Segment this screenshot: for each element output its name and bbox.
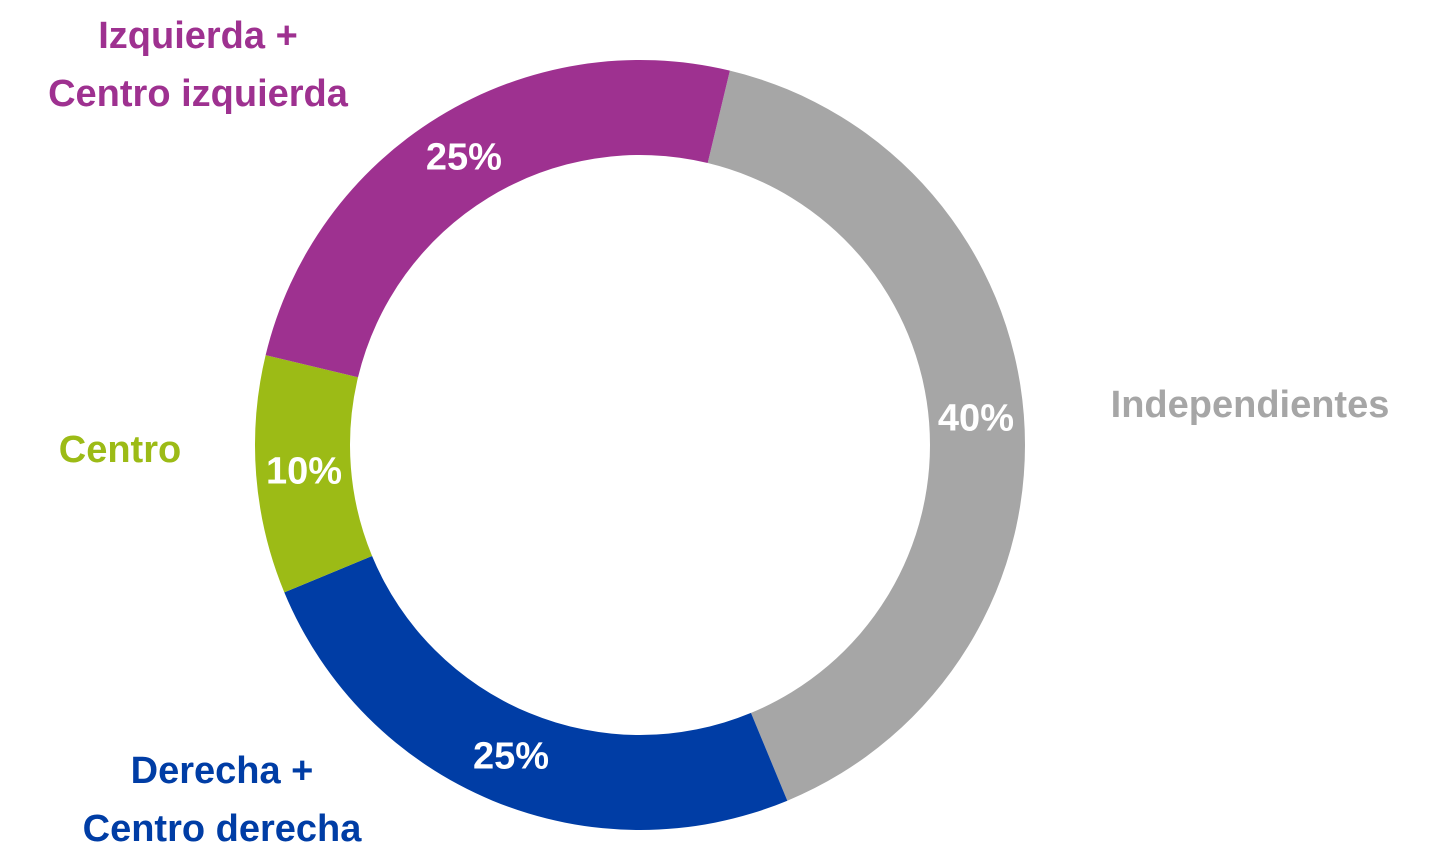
value-label: 40% (938, 398, 1014, 440)
donut-slice (265, 60, 730, 378)
value-label: 25% (473, 735, 549, 777)
category-label: Izquierda + Centro izquierda (48, 15, 348, 115)
value-label: 25% (426, 137, 502, 179)
value-label: 10% (266, 450, 342, 492)
donut-slice (284, 555, 788, 830)
donut-slice (254, 355, 373, 593)
category-label: Independientes (1110, 384, 1390, 426)
category-label: Derecha + Centro derecha (82, 750, 362, 850)
category-label: Centro (58, 429, 182, 471)
donut-slice (707, 70, 1025, 801)
